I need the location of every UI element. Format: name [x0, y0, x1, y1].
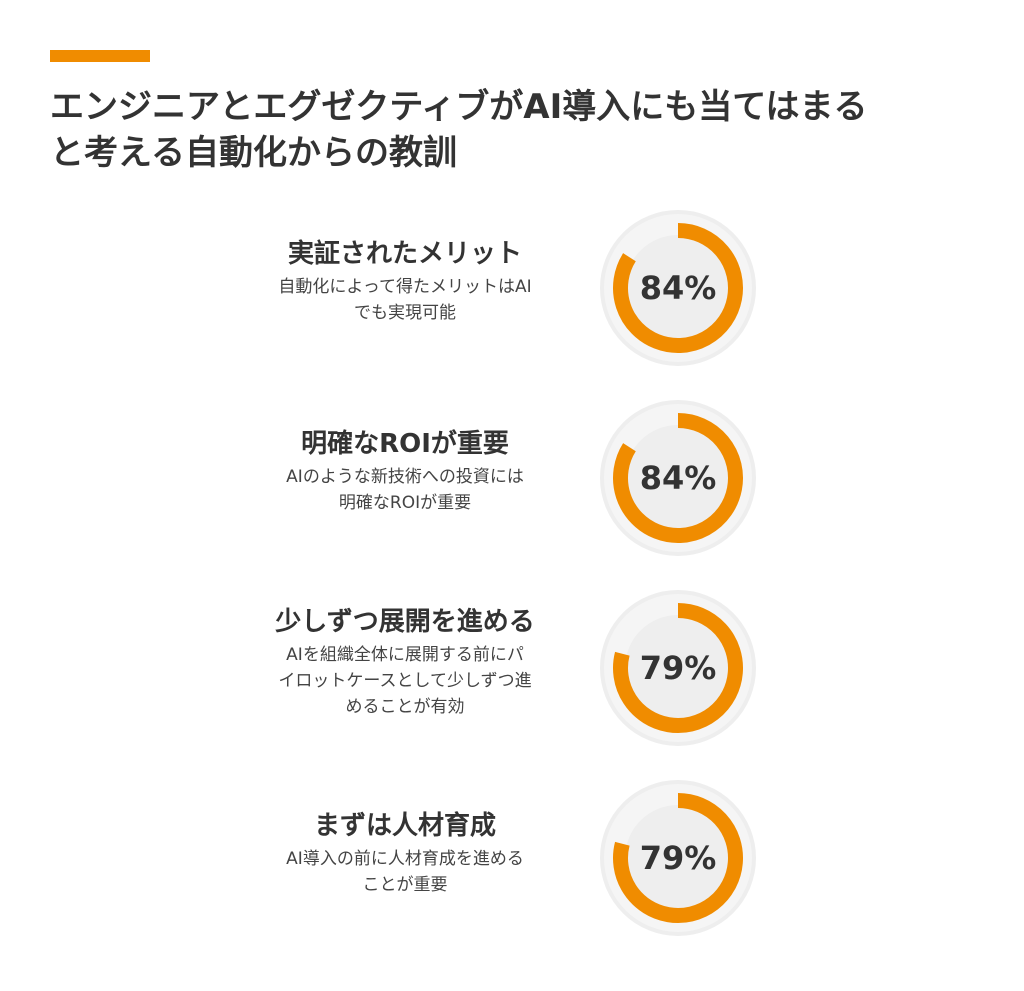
donut-value-arc	[613, 413, 743, 543]
donut-center	[625, 425, 731, 531]
stat-description-line: ことが重要	[362, 875, 448, 895]
page-title-line-1: エンジニアとエグゼクティブがAI導入にも当てはまる	[50, 87, 868, 127]
stat-description-line: AIのような新技術への投資には	[286, 467, 524, 487]
stat-text: まずは人材育成 AI導入の前に人材育成を進める ことが重要	[230, 808, 580, 898]
stat-description: 自動化によって得たメリットはAI でも実現可能	[230, 274, 580, 326]
donut-chart: 79%	[600, 590, 756, 746]
stat-heading: 少しずつ展開を進める	[275, 607, 535, 637]
donut-chart: 84%	[600, 210, 756, 366]
stat-text: 実証されたメリット 自動化によって得たメリットはAI でも実現可能	[230, 236, 580, 326]
stat-description-line: めることが有効	[345, 697, 465, 717]
stat-description: AI導入の前に人材育成を進める ことが重要	[230, 846, 580, 898]
stat-heading: まずは人材育成	[313, 811, 496, 841]
donut-center	[625, 615, 731, 721]
stat-text: 明確なROIが重要 AIのような新技術への投資には 明確なROIが重要	[230, 426, 580, 516]
donut-value-label: 79%	[640, 649, 717, 687]
page-title: エンジニアとエグゼクティブがAI導入にも当てはまる と考える自動化からの教訓	[50, 84, 950, 176]
stat-description-line: イロットケースとして少しずつ進	[278, 671, 532, 691]
stat-description-line: AI導入の前に人材育成を進める	[286, 849, 524, 869]
title-accent-bar	[50, 50, 150, 62]
stat-description: AIのような新技術への投資には 明確なROIが重要	[230, 464, 580, 516]
stat-text: 少しずつ展開を進める AIを組織全体に展開する前にパ イロットケースとして少しず…	[230, 604, 580, 720]
stat-item-gradual-rollout: 少しずつ展開を進める AIを組織全体に展開する前にパ イロットケースとして少しず…	[230, 590, 760, 750]
donut-value-arc	[613, 793, 743, 923]
stat-description-line: 明確なROIが重要	[338, 493, 472, 513]
donut-value-arc	[613, 603, 743, 733]
donut-value-label: 79%	[640, 839, 717, 877]
stat-item-talent-development: まずは人材育成 AI導入の前に人材育成を進める ことが重要 79%	[230, 780, 760, 940]
stat-description: AIを組織全体に展開する前にパ イロットケースとして少しずつ進 めることが有効	[230, 642, 580, 720]
stat-item-proven-benefits: 実証されたメリット 自動化によって得たメリットはAI でも実現可能 84%	[230, 210, 760, 370]
stat-description-line: AIを組織全体に展開する前にパ	[286, 645, 524, 665]
donut-center	[625, 235, 731, 341]
donut-value-label: 84%	[640, 269, 717, 307]
donut-chart: 79%	[600, 780, 756, 936]
donut-chart: 84%	[600, 400, 756, 556]
stat-heading: 明確なROIが重要	[301, 429, 509, 459]
page-title-line-2: と考える自動化からの教訓	[50, 133, 457, 173]
donut-center	[625, 805, 731, 911]
stat-item-clear-roi: 明確なROIが重要 AIのような新技術への投資には 明確なROIが重要 84%	[230, 400, 760, 560]
donut-value-label: 84%	[640, 459, 717, 497]
stat-heading: 実証されたメリット	[287, 239, 522, 269]
donut-value-arc	[613, 223, 743, 353]
stat-description-line: でも実現可能	[354, 303, 456, 323]
stat-description-line: 自動化によって得たメリットはAI	[278, 277, 532, 297]
